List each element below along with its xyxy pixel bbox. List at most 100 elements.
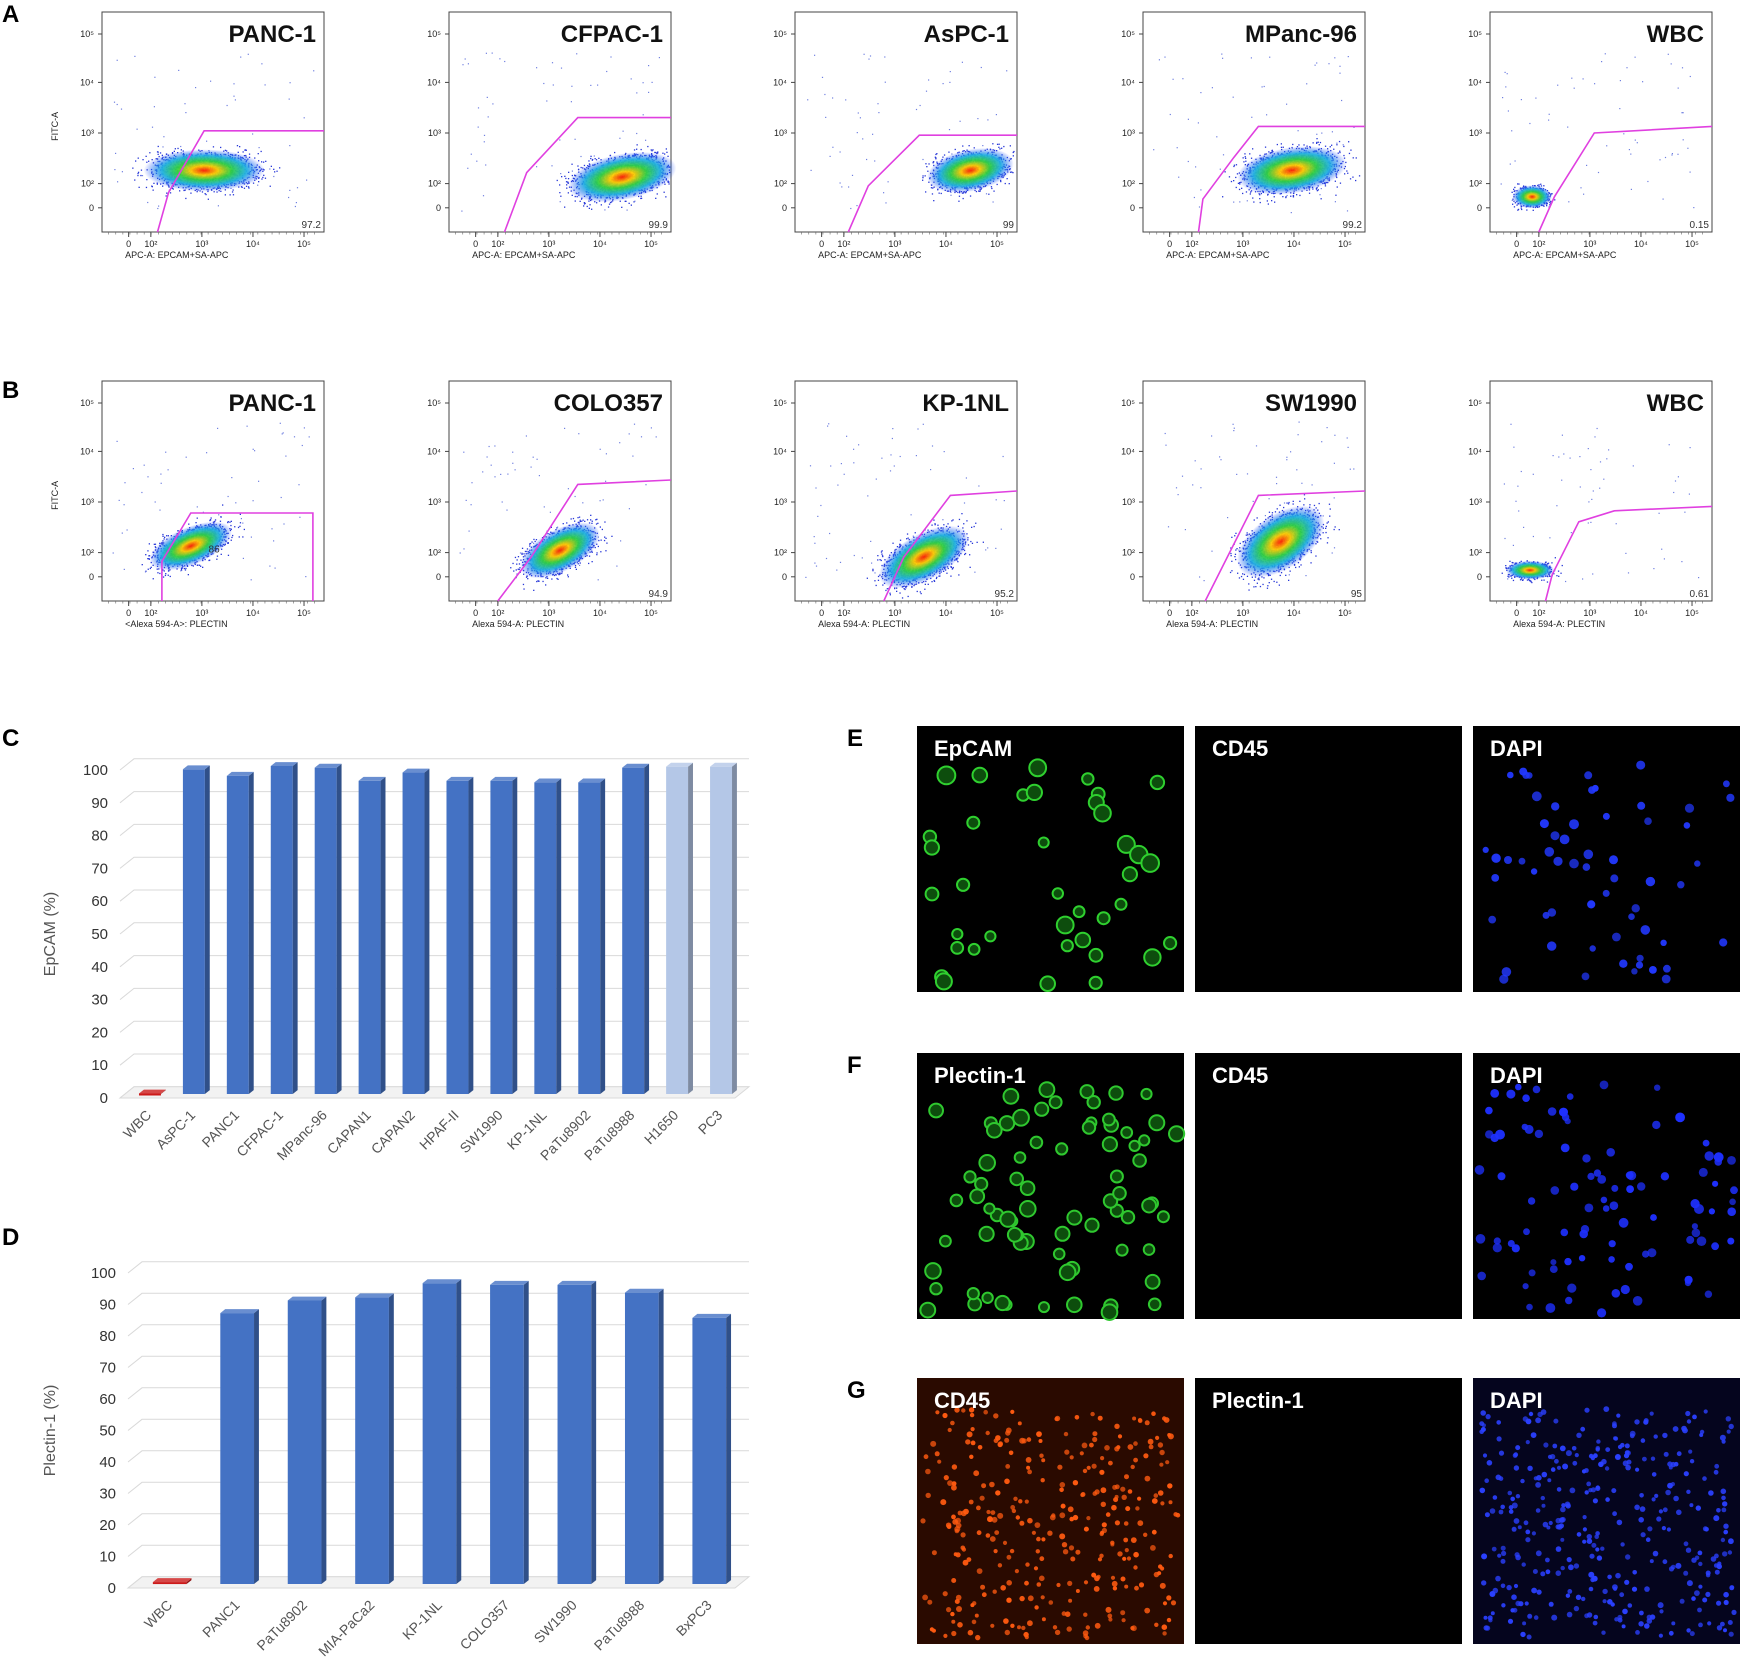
event-dot	[273, 175, 275, 178]
event-dot	[154, 76, 156, 78]
event-dot	[606, 70, 608, 73]
event-dot	[163, 136, 165, 138]
event-dot	[265, 160, 267, 162]
event-dot	[261, 178, 263, 180]
flow-y-tick: 10³	[81, 128, 94, 138]
event-dot	[306, 179, 308, 181]
event-dot	[1241, 187, 1243, 189]
event-dot	[491, 52, 493, 54]
event-dot	[590, 155, 592, 157]
event-dot	[242, 151, 244, 153]
event-dot	[634, 200, 636, 202]
event-dot	[610, 56, 612, 58]
event-dot	[982, 145, 984, 147]
event-dot	[1352, 157, 1354, 159]
event-dot	[1008, 183, 1010, 185]
flow-y-tick: 10²	[428, 179, 441, 189]
event-dot	[583, 164, 586, 167]
gate-percent: 97.2	[302, 220, 322, 231]
event-dot	[969, 195, 972, 197]
event-dot	[848, 186, 850, 188]
event-dot	[153, 106, 155, 108]
event-dot	[839, 151, 841, 153]
event-dot	[237, 151, 239, 153]
event-dot	[568, 171, 570, 173]
event-dot	[648, 65, 650, 67]
event-dot	[574, 195, 576, 198]
event-dot	[190, 192, 192, 194]
event-dot	[1011, 171, 1013, 173]
event-dot	[276, 170, 278, 172]
event-dot	[486, 96, 488, 98]
event-dot	[856, 205, 858, 207]
event-dot	[258, 181, 260, 183]
event-dot	[845, 99, 847, 101]
event-dot	[933, 161, 935, 163]
event-dot	[829, 155, 831, 157]
event-dot	[159, 152, 162, 154]
event-dot	[294, 205, 296, 208]
event-dot	[135, 160, 137, 162]
event-dot	[263, 161, 265, 163]
event-dot	[546, 100, 548, 102]
event-dot	[662, 152, 664, 154]
event-dot	[936, 153, 938, 155]
event-dot	[476, 160, 478, 162]
event-dot	[596, 202, 598, 204]
event-dot	[462, 64, 464, 66]
event-dot	[987, 119, 989, 121]
event-dot	[232, 194, 235, 196]
event-dot	[1348, 141, 1350, 143]
flow-y-tick: 10³	[774, 128, 787, 138]
event-dot	[140, 174, 142, 177]
event-dot	[1012, 155, 1014, 157]
event-dot	[597, 84, 599, 86]
event-dot	[485, 52, 487, 54]
event-dot	[962, 197, 964, 200]
event-dot	[935, 157, 937, 159]
flow-x-tick: 10³	[888, 239, 901, 249]
event-dot	[996, 143, 999, 145]
event-dot	[636, 92, 638, 94]
panel-letter-f: F	[847, 1052, 862, 1079]
event-dot	[217, 205, 219, 207]
event-dot	[885, 202, 887, 204]
event-dot	[614, 151, 616, 154]
event-dot	[595, 159, 598, 161]
flow-y-tick: 10²	[1122, 179, 1135, 189]
event-dot	[589, 204, 591, 206]
event-dot	[992, 143, 994, 145]
event-dot	[270, 165, 272, 167]
event-dot	[295, 202, 297, 204]
event-dot	[942, 83, 944, 85]
event-dot	[636, 144, 638, 146]
event-dot	[483, 141, 485, 143]
event-dot	[116, 103, 118, 106]
event-dot	[1244, 153, 1246, 155]
event-dot	[296, 187, 299, 189]
event-dot	[245, 185, 248, 187]
event-dot	[925, 90, 928, 92]
event-dot	[115, 152, 117, 154]
event-dot	[962, 145, 964, 147]
event-dot	[928, 163, 930, 165]
flow-x-tick: 10⁵	[644, 239, 658, 249]
event-dot	[648, 91, 650, 93]
event-dot	[559, 139, 561, 141]
event-dot	[991, 187, 993, 190]
event-dot	[560, 173, 562, 175]
event-dot	[559, 201, 561, 203]
event-dot	[663, 191, 665, 193]
event-dot	[884, 81, 886, 83]
event-dot	[1004, 182, 1006, 185]
event-dot	[162, 146, 164, 148]
flow-x-tick: 10⁴	[939, 239, 953, 249]
event-dot	[1259, 201, 1261, 204]
flow-x-tick: 10⁴	[246, 239, 260, 249]
event-dot	[975, 190, 978, 193]
event-dot	[467, 63, 469, 65]
event-dot	[866, 158, 868, 161]
event-dot	[146, 179, 148, 181]
event-dot	[995, 114, 997, 116]
